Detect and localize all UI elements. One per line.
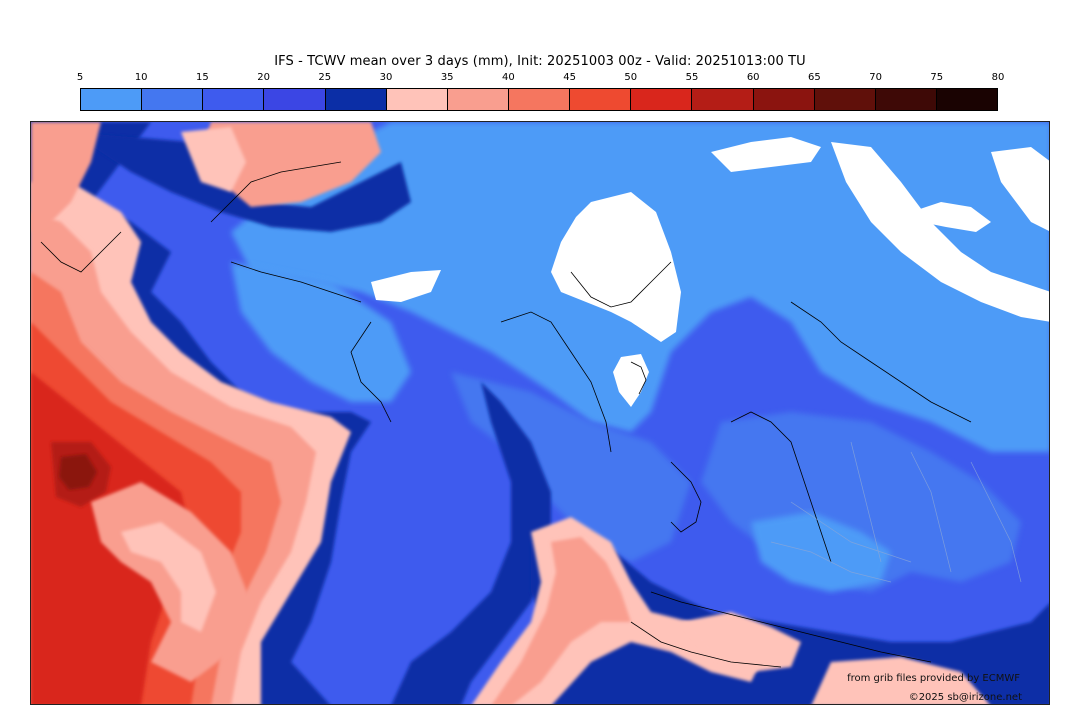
colorbar-segment (264, 89, 326, 110)
colorbar-segment (81, 89, 143, 110)
field-europe-south (751, 512, 891, 592)
colorbar (80, 88, 998, 111)
field-africa-warm (811, 657, 990, 704)
colorbar-segment (814, 89, 876, 110)
field-dry-svalbard (613, 354, 649, 407)
field-moist-60 (59, 454, 97, 490)
field-atm-river-core (492, 537, 631, 704)
colorbar-tick-label: 50 (624, 72, 638, 83)
field-dry-labrador (231, 262, 411, 402)
colorbar-tick-label: 60 (746, 72, 760, 83)
colorbar-tick-label: 5 (76, 72, 84, 83)
field-dry-siberia-1 (711, 137, 821, 172)
source-credit: from grib files provided by ECMWF (847, 673, 1020, 684)
field-dry-siberia-3 (991, 147, 1049, 231)
colorbar-tick-label: 15 (196, 72, 209, 83)
colorbar-segment (570, 89, 632, 110)
colorbar-tick-label: 55 (685, 72, 699, 83)
field-dry-siberia-4 (911, 202, 991, 232)
colorbar-ticks: 5 10 15 20 25 30 35 40 45 50 55 60 65 70 75 80 (76, 72, 1005, 84)
colorbar-segment (142, 89, 204, 110)
coastlines (40, 161, 972, 668)
field-nw-warm (31, 122, 101, 232)
colorbar-tick-label: 10 (134, 72, 148, 83)
colorbar-segment (386, 89, 448, 110)
colorbar-tick-label: 65 (808, 72, 821, 83)
field-front-band-med (531, 532, 1049, 704)
field-pacific-warm-2 (181, 127, 246, 192)
colorbar-segment (508, 89, 571, 110)
field-pacific-warm (201, 122, 381, 207)
country-borders (770, 441, 1022, 583)
colorbar-tick-label: 45 (563, 72, 576, 83)
colorbar-segment (692, 89, 754, 110)
colorbar-tick-label: 30 (379, 72, 393, 83)
field-dry-canada (371, 270, 441, 302)
field-dry-siberia-2 (831, 142, 1049, 322)
field-dry-greenland (551, 192, 681, 342)
colorbar-tick-label: 70 (869, 72, 882, 83)
field-front-band-2 (391, 382, 551, 704)
colorbar-segment (875, 89, 937, 110)
colorbar-segment (936, 89, 998, 110)
tcwv-map (31, 122, 1049, 704)
colorbar-tick-label: 35 (440, 72, 454, 83)
colorbar-tick-label: 40 (502, 72, 515, 83)
field-swirl-lighter (121, 522, 216, 632)
colorbar-segment (447, 89, 509, 110)
colorbar-segment (631, 89, 693, 110)
copyright-credit: ©2025 sb@irizone.net (908, 692, 1022, 703)
map-panel[interactable] (30, 121, 1050, 705)
colorbar-segment (325, 89, 387, 110)
colorbar-tick-label: 25 (318, 72, 332, 83)
colorbar-segment (753, 89, 815, 110)
colorbar-tick-label: 20 (257, 72, 270, 83)
chart-title: IFS - TCWV mean over 3 days (mm), Init: … (274, 54, 806, 69)
colorbar-segment (203, 89, 265, 110)
colorbar-tick-label: 80 (991, 72, 1005, 83)
field-front-band-top (71, 132, 411, 232)
colorbar-tick-label: 75 (930, 72, 944, 83)
